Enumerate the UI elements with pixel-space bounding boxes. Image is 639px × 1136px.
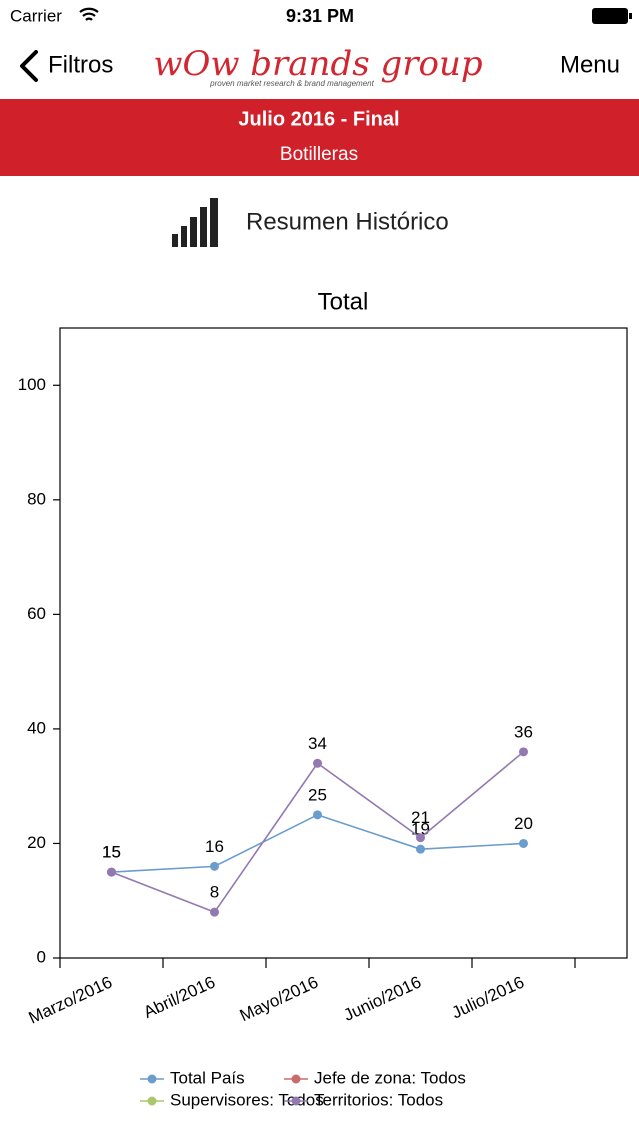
- legend-entry: Territorios: Todos: [284, 1090, 443, 1109]
- data-label: 36: [514, 722, 533, 741]
- legend-label: Supervisores: Todos: [170, 1090, 324, 1109]
- legend-marker: [147, 1074, 157, 1084]
- legend-marker: [291, 1096, 301, 1106]
- legend-marker: [147, 1096, 157, 1106]
- logo-tagline: proven market research & brand managemen…: [209, 79, 374, 88]
- icon-bar: [190, 217, 197, 247]
- banner-subtitle: Botilleras: [280, 144, 358, 165]
- data-point: [313, 758, 322, 768]
- carrier: Carrier: [10, 6, 62, 25]
- icon-bar: [200, 207, 207, 247]
- y-tick-label: 40: [27, 718, 46, 737]
- data-label: 25: [308, 785, 327, 804]
- legend-label: Total País: [170, 1068, 245, 1087]
- data-label: 15: [102, 843, 121, 862]
- banner: [0, 99, 639, 176]
- y-tick-label: 80: [27, 489, 46, 508]
- legend-label: Jefe de zona: Todos: [314, 1068, 466, 1087]
- battery-icon: [592, 8, 628, 24]
- section-title: Resumen Histórico: [246, 208, 449, 235]
- signal-icon: [172, 198, 218, 247]
- back-button[interactable]: Filtros: [20, 50, 113, 82]
- clock: 9:31 PM: [286, 6, 354, 26]
- data-label: 21: [411, 808, 430, 827]
- banner-title: Julio 2016 - Final: [238, 108, 399, 130]
- wifi-icon: [79, 7, 99, 21]
- legend-label: Territorios: Todos: [314, 1090, 443, 1109]
- legend-entry: Supervisores: Todos: [140, 1090, 324, 1109]
- data-point: [416, 844, 425, 854]
- plot-frame: [59, 327, 628, 959]
- y-tick-label: 100: [18, 375, 46, 394]
- menu-button[interactable]: Menu: [560, 51, 620, 78]
- data-point: [519, 747, 528, 757]
- legend-marker: [291, 1074, 301, 1084]
- back-label[interactable]: Filtros: [48, 51, 113, 78]
- data-label: 34: [308, 734, 327, 753]
- data-point: [210, 907, 219, 917]
- data-point: [313, 810, 322, 820]
- legend-entry: Jefe de zona: Todos: [284, 1068, 466, 1087]
- data-point: [519, 838, 528, 848]
- chart-title: Total: [318, 288, 369, 315]
- battery-tip: [629, 13, 632, 19]
- data-point: [210, 861, 219, 871]
- icon-bar: [210, 198, 218, 247]
- logo: wOw brands group: [153, 44, 482, 84]
- icon-bar: [172, 234, 178, 247]
- data-point: [416, 833, 425, 843]
- legend-entry: Total País: [140, 1068, 245, 1087]
- data-label: 8: [210, 883, 219, 902]
- data-point: [107, 867, 116, 877]
- data-label: 15: [102, 843, 121, 862]
- y-tick-label: 20: [27, 833, 46, 852]
- y-tick-label: 0: [37, 947, 46, 966]
- y-tick-label: 60: [27, 604, 46, 623]
- data-label: 20: [514, 814, 533, 833]
- back-chevron: [20, 50, 38, 82]
- icon-bar: [181, 226, 187, 247]
- data-label: 16: [205, 837, 224, 856]
